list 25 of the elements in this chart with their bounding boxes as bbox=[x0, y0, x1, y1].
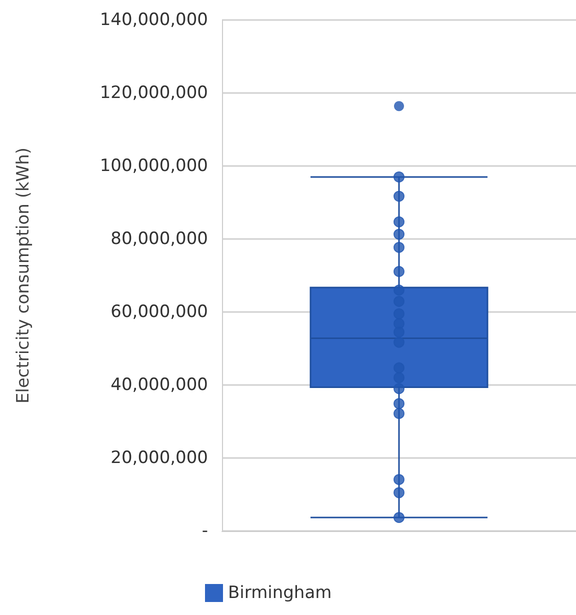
y-tick-label: 120,000,000 bbox=[100, 83, 208, 103]
y-tick-label: - bbox=[202, 521, 208, 541]
point bbox=[394, 487, 404, 498]
y-tick-label: 40,000,000 bbox=[110, 375, 208, 395]
y-tick-label: 80,000,000 bbox=[110, 229, 208, 249]
legend-label: Birmingham bbox=[228, 583, 332, 603]
y-axis-title: Electricity consumption (kWh) bbox=[14, 147, 34, 404]
y-tick-label: 100,000,000 bbox=[100, 156, 208, 176]
point bbox=[394, 398, 404, 410]
point bbox=[394, 336, 404, 348]
point bbox=[394, 408, 404, 419]
point bbox=[394, 228, 404, 240]
point bbox=[394, 474, 404, 486]
point bbox=[394, 171, 404, 182]
point bbox=[394, 326, 404, 338]
point bbox=[394, 383, 404, 394]
point bbox=[394, 266, 404, 277]
point bbox=[394, 242, 404, 253]
point bbox=[394, 512, 404, 523]
y-tick-label: 20,000,000 bbox=[110, 448, 208, 468]
y-tick-label: 140,000,000 bbox=[100, 10, 208, 30]
point bbox=[394, 284, 404, 296]
y-tick-label: 60,000,000 bbox=[110, 302, 208, 322]
point bbox=[394, 190, 404, 202]
point bbox=[394, 216, 404, 228]
